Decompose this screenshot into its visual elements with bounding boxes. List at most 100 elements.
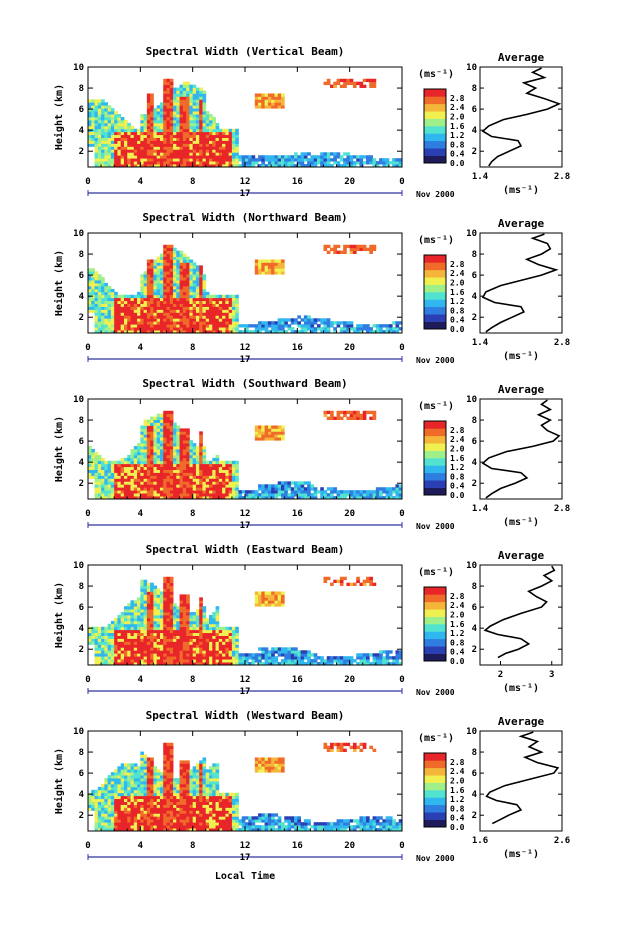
heatmap-cell — [159, 111, 164, 115]
heatmap-cell — [271, 647, 275, 651]
heatmap-cell — [117, 315, 122, 319]
heatmap-cell — [277, 93, 282, 97]
colorbar-tick-label: 2.8 — [450, 426, 465, 435]
heatmap-cell — [235, 327, 239, 331]
heatmap-cell — [215, 650, 220, 654]
heatmap-cell — [163, 315, 167, 319]
heatmap-cell — [88, 291, 92, 296]
heatmap-cell — [189, 265, 194, 269]
heatmap-cell — [274, 102, 279, 106]
heatmap-cell — [127, 612, 131, 616]
heatmap-cell — [339, 410, 344, 415]
heatmap-cell — [303, 650, 308, 654]
heatmap-cell — [280, 164, 285, 168]
heatmap-cell — [88, 143, 92, 147]
heatmap-cell — [166, 487, 171, 491]
heatmap-cell — [205, 155, 210, 159]
heatmap-cell — [143, 158, 148, 162]
heatmap-cell — [186, 475, 190, 479]
heatmap-cell — [212, 615, 216, 619]
heatmap-cell — [114, 300, 118, 304]
heatmap-cell — [104, 283, 109, 287]
heatmap-cell — [264, 659, 269, 663]
heatmap-cell — [228, 484, 233, 488]
heatmap-cell — [127, 475, 131, 479]
heatmap-cell — [127, 125, 131, 130]
heatmap-cell — [287, 496, 292, 500]
heatmap-cell — [280, 330, 285, 334]
heatmap-cell — [352, 410, 357, 415]
heatmap-cell — [94, 460, 99, 465]
heatmap-cell — [94, 111, 99, 115]
heatmap-cell — [110, 662, 115, 666]
heatmap-cell — [110, 155, 115, 159]
heatmap-cell — [199, 318, 203, 322]
colorbar-unit: (ms⁻¹) — [418, 69, 454, 80]
heatmap-cell — [209, 629, 213, 634]
heatmap-cell — [186, 594, 190, 598]
heatmap-cell — [264, 428, 269, 432]
heatmap-cell — [123, 309, 128, 313]
heatmap-cell — [333, 244, 337, 249]
heatmap-cell — [290, 659, 295, 663]
heatmap-cell — [280, 102, 285, 106]
heatmap-cell — [352, 81, 357, 86]
heatmap-cell — [336, 662, 341, 666]
heatmap-cell — [153, 152, 158, 156]
heatmap-cell — [97, 327, 102, 331]
heatmap-cell — [189, 122, 194, 127]
heatmap-cell — [153, 330, 158, 334]
date-label: Nov 2000 — [416, 190, 455, 199]
heatmap-cell — [231, 475, 236, 479]
heatmap-cell — [156, 653, 161, 657]
heatmap-cell — [261, 437, 266, 441]
heatmap-cell — [222, 460, 226, 465]
heatmap-cell — [176, 96, 180, 100]
heatmap-cell — [156, 164, 161, 168]
heatmap-cell — [137, 466, 141, 470]
heatmap-cell — [238, 164, 243, 168]
heatmap-cell — [101, 143, 105, 147]
heatmap-cell — [222, 309, 226, 313]
heatmap-cell — [189, 105, 194, 109]
heatmap-cell — [137, 644, 141, 648]
heatmap-cell — [235, 656, 239, 660]
heatmap-cell — [176, 609, 180, 613]
heatmap-cell — [176, 635, 180, 639]
heatmap-cell — [218, 297, 223, 302]
heatmap-cell — [123, 146, 128, 150]
heatmap-cell — [110, 632, 115, 636]
heatmap-cell — [228, 152, 233, 156]
heatmap-cell — [189, 490, 194, 494]
heatmap-cell — [150, 641, 154, 645]
heatmap-cell — [137, 318, 141, 322]
heatmap-cell — [166, 632, 171, 636]
heatmap-cell — [215, 164, 220, 168]
heatmap-cell — [336, 250, 341, 254]
heatmap-cell — [159, 164, 164, 168]
heatmap-cell — [179, 99, 184, 103]
heatmap-cell — [228, 303, 233, 307]
heatmap-cell — [215, 161, 220, 165]
heatmap-cell — [186, 437, 190, 441]
heatmap-cell — [326, 161, 331, 165]
heatmap-cell — [189, 443, 194, 447]
heatmap-cell — [274, 259, 279, 263]
colorbar-tick-label: 0.0 — [450, 325, 465, 334]
heatmap-cell — [280, 493, 285, 497]
heatmap-cell — [241, 324, 246, 328]
heatmap-cell — [150, 496, 154, 500]
heatmap-cell — [209, 662, 213, 666]
heatmap-cell — [209, 469, 213, 473]
heatmap-cell — [94, 99, 99, 103]
heatmap-cell — [395, 158, 400, 162]
heatmap-cell — [176, 615, 180, 619]
heatmap-cell — [173, 629, 177, 634]
heatmap-cell — [173, 99, 177, 103]
heatmap-cell — [114, 466, 118, 470]
heatmap-cell — [176, 446, 180, 450]
heatmap-cell — [186, 271, 190, 275]
heatmap-cell — [294, 164, 298, 168]
heatmap-cell — [395, 321, 400, 325]
heatmap-cell — [110, 146, 115, 150]
